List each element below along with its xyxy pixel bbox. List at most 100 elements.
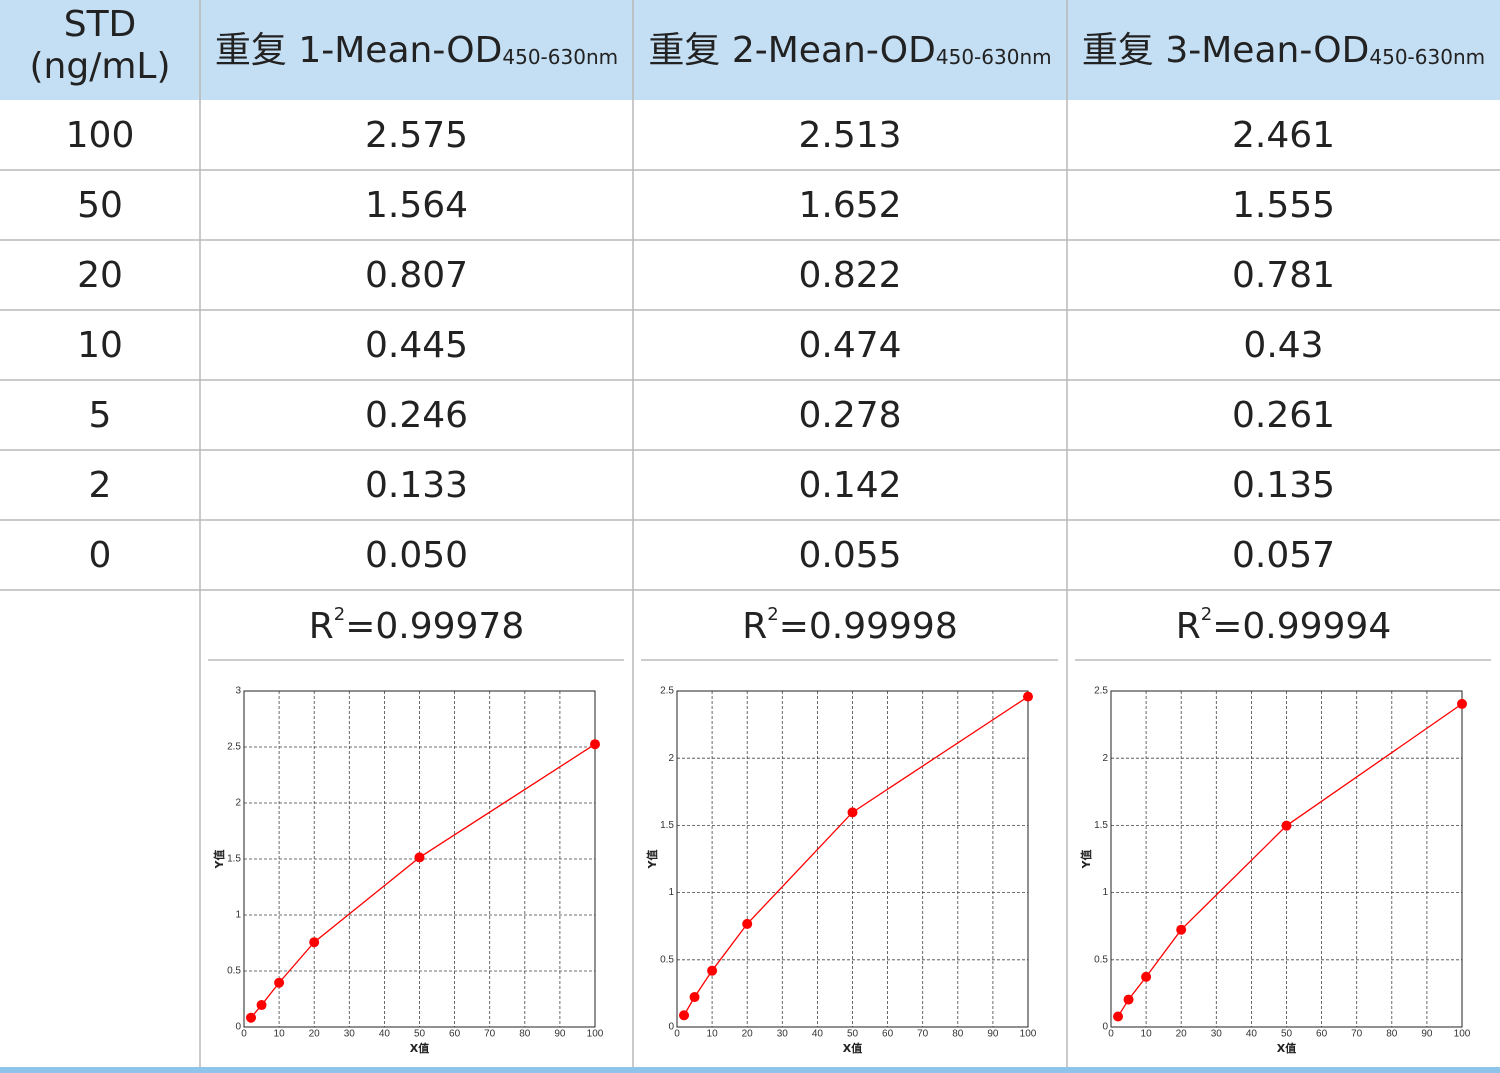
x-tick-label: 10 [274, 1029, 286, 1040]
x-tick-label: 40 [379, 1029, 391, 1040]
cell-text: 0.261 [1232, 395, 1335, 436]
x-axis-label: X值 [1277, 1041, 1296, 1055]
header-rep: 重复 1-Mean-OD450-630nm [215, 30, 618, 71]
header-sub: 450-630nm [936, 45, 1052, 69]
y-tick-label: 1 [668, 887, 674, 898]
cell-text: 0.781 [1232, 255, 1335, 296]
header-sub: 450-630nm [502, 45, 618, 69]
x-tick-label: 30 [1211, 1029, 1223, 1040]
cell-text: 0.246 [365, 395, 468, 436]
x-tick-label: 80 [952, 1029, 964, 1040]
series-line [250, 743, 596, 1019]
cell-text: 0.474 [798, 325, 901, 366]
cell-text: 100 [66, 115, 135, 156]
x-axis-label: X值 [410, 1041, 429, 1055]
r-exp: 2 [1201, 604, 1212, 625]
x-tick-label: 40 [1246, 1029, 1258, 1040]
x-tick-label: 30 [344, 1029, 356, 1040]
header-std: STD [64, 4, 137, 45]
r-base: R [309, 606, 334, 647]
x-tick-label: 50 [414, 1029, 426, 1040]
r-squared: R2=0.99978 [309, 604, 525, 647]
header-main: 重复 1-Mean-OD [215, 30, 502, 71]
cell-text: 1.564 [365, 185, 468, 226]
data-point [689, 992, 700, 1003]
data-point [742, 918, 753, 929]
cell-text: 20 [77, 255, 123, 296]
series-line [1117, 703, 1463, 1017]
data-point [1113, 1011, 1124, 1022]
y-tick-label: 0 [668, 1022, 674, 1033]
cell-text: 2.461 [1232, 115, 1335, 156]
plot-frame [243, 690, 596, 1028]
y-tick-label: 0.5 [660, 954, 674, 965]
data-point [1141, 971, 1152, 982]
header-std: (ng/mL) [29, 46, 170, 87]
x-tick-label: 0 [241, 1029, 247, 1040]
x-tick-label: 90 [987, 1029, 999, 1040]
y-axis-label: Y值 [645, 850, 659, 870]
data-point [1281, 820, 1292, 831]
x-tick-label: 40 [812, 1029, 824, 1040]
x-tick-label: 60 [449, 1029, 461, 1040]
x-axis-label: X值 [843, 1041, 862, 1055]
cell-text: 2.513 [798, 115, 901, 156]
header-main: 重复 2-Mean-OD [648, 30, 935, 71]
cell-text: 0.050 [365, 535, 468, 576]
cell-text: 1.555 [1232, 185, 1335, 226]
data-point [256, 1000, 267, 1011]
y-tick-label: 3 [235, 686, 241, 697]
plot-frame [1110, 690, 1463, 1028]
y-axis-label: Y值 [212, 850, 226, 870]
data-point [414, 852, 425, 863]
cell-text: 0.057 [1232, 535, 1335, 576]
series-line [683, 696, 1029, 1016]
bottom-bar [0, 1067, 1500, 1073]
cell-text: 0.807 [365, 255, 468, 296]
y-tick-label: 1.5 [227, 854, 241, 865]
cell-text: 10 [77, 325, 123, 366]
data-point [309, 937, 320, 948]
r-exp: 2 [767, 604, 778, 625]
data-point [274, 977, 285, 988]
x-tick-label: 70 [1351, 1029, 1363, 1040]
x-tick-label: 100 [587, 1029, 604, 1040]
cell-text: 50 [77, 185, 123, 226]
x-tick-label: 60 [1316, 1029, 1328, 1040]
header-bg [0, 0, 1500, 100]
y-tick-label: 2 [668, 753, 674, 764]
r-base: R [742, 606, 767, 647]
x-tick-label: 70 [917, 1029, 929, 1040]
x-tick-label: 20 [309, 1029, 321, 1040]
r-squared: R2=0.99994 [1176, 604, 1392, 647]
x-tick-label: 70 [484, 1029, 496, 1040]
header-sub: 450-630nm [1369, 45, 1485, 69]
x-tick-label: 80 [1386, 1029, 1398, 1040]
cell-text: 0.135 [1232, 465, 1335, 506]
y-tick-label: 1 [1102, 887, 1108, 898]
data-point [847, 807, 858, 818]
x-tick-label: 90 [1421, 1029, 1433, 1040]
y-tick-label: 2 [235, 798, 241, 809]
r-text: =0.99998 [779, 606, 958, 647]
cell-text: 5 [89, 395, 112, 436]
y-tick-label: 2.5 [227, 742, 241, 753]
cell-text: 0.133 [365, 465, 468, 506]
x-tick-label: 60 [882, 1029, 894, 1040]
data-point [1457, 698, 1467, 709]
x-tick-label: 0 [674, 1029, 680, 1040]
x-tick-label: 80 [519, 1029, 531, 1040]
x-tick-label: 90 [554, 1029, 566, 1040]
cell-text: 0.278 [798, 395, 901, 436]
data-point [707, 965, 718, 976]
y-tick-label: 0.5 [1094, 954, 1108, 965]
y-axis-label: Y值 [1079, 850, 1093, 870]
y-tick-label: 0 [235, 1022, 241, 1033]
header-rep: 重复 2-Mean-OD450-630nm [648, 30, 1051, 71]
cell-text: 1.652 [798, 185, 901, 226]
x-tick-label: 20 [1176, 1029, 1188, 1040]
x-tick-label: 10 [1141, 1029, 1153, 1040]
x-tick-label: 30 [777, 1029, 789, 1040]
data-point [679, 1010, 690, 1021]
cell-text: 0 [89, 535, 112, 576]
